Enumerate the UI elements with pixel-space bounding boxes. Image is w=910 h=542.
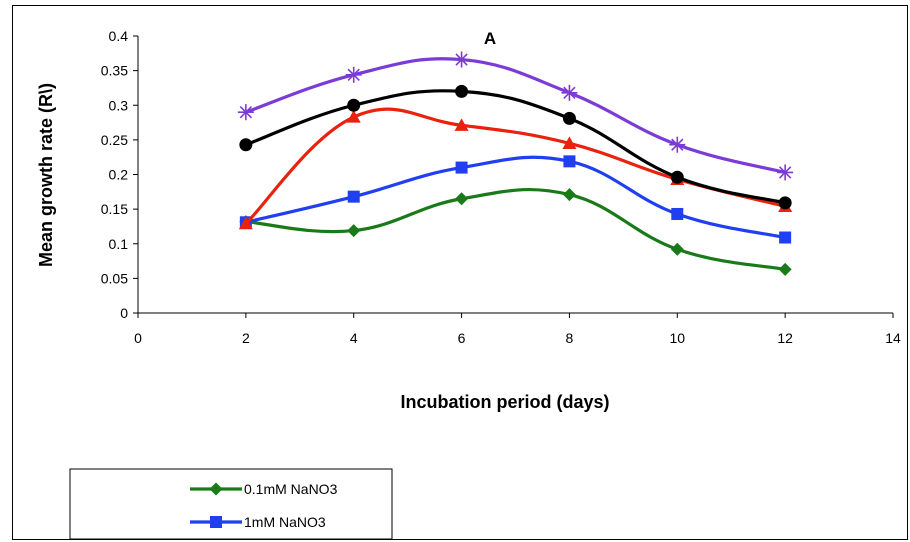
data-point bbox=[562, 111, 576, 125]
data-point bbox=[453, 51, 470, 68]
y-tick-label: 0.4 bbox=[109, 28, 129, 44]
data-point bbox=[669, 136, 686, 153]
legend-label: 1mM NaNO3 bbox=[244, 514, 326, 530]
data-point bbox=[347, 224, 361, 238]
data-point bbox=[563, 155, 576, 168]
y-tick-label: 0.15 bbox=[101, 201, 128, 217]
data-point bbox=[670, 242, 684, 256]
legend-swatch-marker bbox=[210, 516, 222, 528]
panel-label: A bbox=[484, 29, 496, 48]
data-point bbox=[347, 190, 360, 203]
series-line bbox=[244, 107, 786, 225]
series-line bbox=[245, 155, 786, 240]
y-tick-label: 0.2 bbox=[109, 167, 129, 183]
x-tick-label: 8 bbox=[566, 330, 574, 346]
data-point bbox=[239, 138, 253, 152]
data-point bbox=[562, 136, 577, 149]
data-point bbox=[671, 207, 684, 220]
y-tick-label: 0.3 bbox=[109, 97, 129, 113]
series bbox=[237, 51, 794, 276]
data-point bbox=[455, 192, 469, 206]
series-line bbox=[245, 187, 786, 271]
data-point bbox=[345, 66, 362, 83]
x-tick-label: 4 bbox=[350, 330, 358, 346]
data-point bbox=[237, 104, 254, 121]
ticks: 0 2 4 6 8 10 12 14 0 0.05 0.1 0.15 0.2 0.25 0.3 0.35 0.4 bbox=[101, 28, 901, 346]
data-point bbox=[346, 110, 361, 123]
y-tick-label: 0.1 bbox=[109, 236, 129, 252]
y-tick-label: 0.25 bbox=[101, 132, 128, 148]
x-tick-label: 2 bbox=[242, 330, 250, 346]
series-1 bbox=[239, 187, 792, 276]
x-tick-label: 0 bbox=[134, 330, 142, 346]
data-point bbox=[778, 262, 792, 276]
data-point bbox=[454, 118, 469, 131]
x-tick-label: 10 bbox=[669, 330, 685, 346]
legend: 0.1mM NaNO3 1mM NaNO3 bbox=[69, 468, 393, 540]
y-axis-title: Mean growth rate (R\) bbox=[36, 83, 56, 267]
series-line bbox=[245, 89, 786, 205]
axes bbox=[137, 36, 893, 314]
data-point bbox=[347, 98, 361, 112]
x-axis-title: Incubation period (days) bbox=[400, 392, 609, 412]
legend-label: 0.1mM NaNO3 bbox=[244, 481, 338, 497]
data-point bbox=[670, 170, 684, 184]
data-point bbox=[777, 164, 794, 181]
series-4 bbox=[239, 84, 792, 210]
y-tick-label: 0.05 bbox=[101, 270, 128, 286]
x-tick-label: 14 bbox=[885, 330, 901, 346]
series-line bbox=[245, 57, 786, 174]
legend-swatch-marker bbox=[209, 482, 223, 496]
x-tick-label: 6 bbox=[458, 330, 466, 346]
legend-box bbox=[69, 468, 393, 540]
data-point bbox=[455, 84, 469, 98]
data-point bbox=[238, 216, 253, 230]
legend-items: 0.1mM NaNO3 1mM NaNO3 bbox=[190, 481, 338, 530]
series-3 bbox=[238, 107, 793, 230]
series-5 bbox=[237, 51, 794, 181]
legend-item: 1mM NaNO3 bbox=[190, 514, 326, 530]
data-point bbox=[455, 161, 468, 174]
x-tick-label: 12 bbox=[777, 330, 793, 346]
data-point bbox=[561, 84, 578, 101]
y-tick-label: 0 bbox=[120, 305, 128, 321]
data-point bbox=[778, 196, 792, 210]
y-tick-label: 0.35 bbox=[101, 63, 128, 79]
data-point bbox=[562, 188, 576, 202]
data-point bbox=[779, 231, 792, 244]
legend-item: 0.1mM NaNO3 bbox=[190, 481, 338, 497]
